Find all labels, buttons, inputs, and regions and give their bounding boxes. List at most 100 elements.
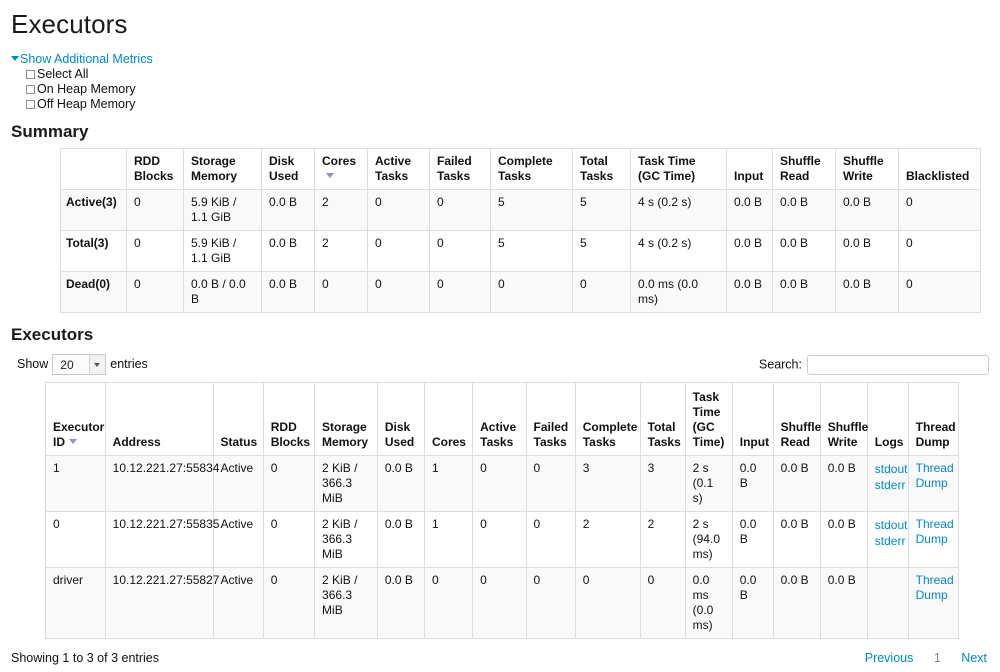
show-label: Show	[17, 356, 49, 371]
summary-table: RDD Blocks Storage Memory Disk Used Core…	[60, 148, 981, 313]
cell-shuffle-write: 0.0 B	[835, 189, 899, 231]
exec-col-total-tasks[interactable]: Total Tasks	[639, 382, 686, 456]
summary-col-blank[interactable]	[60, 148, 127, 190]
stdout-link[interactable]: stdout	[874, 462, 908, 476]
cell-executor-id: driver	[45, 567, 106, 639]
exec-col-shuffle-read[interactable]: Shuffle Read	[772, 382, 821, 456]
search-filter: Search:	[759, 355, 989, 375]
stdout-link[interactable]: stdout	[874, 518, 908, 532]
pagination-next[interactable]: Next	[961, 651, 987, 665]
exec-col-task-time[interactable]: Task Time (GC Time)	[684, 382, 733, 456]
exec-col-input[interactable]: Input	[731, 382, 774, 456]
thread-dump-link[interactable]: Thread Dump	[915, 573, 954, 602]
cell-executor-id: 0	[45, 511, 106, 568]
cell-disk-used: 0.0 B	[376, 511, 425, 568]
exec-col-active-tasks[interactable]: Active Tasks	[472, 382, 527, 456]
cell-shuffle-read: 0.0 B	[772, 189, 836, 231]
cell-status: Active	[212, 567, 264, 639]
cell-task-time: 0.0 ms (0.0 ms)	[684, 567, 733, 639]
cell-input: 0.0 B	[731, 567, 774, 639]
summary-col-storage-memory[interactable]: Storage Memory	[183, 148, 262, 190]
summary-col-blacklisted[interactable]: Blacklisted	[898, 148, 981, 190]
cell-total-tasks: 0	[572, 271, 631, 313]
cell-blacklisted: 0	[898, 230, 981, 272]
summary-col-shuffle-read[interactable]: Shuffle Read	[772, 148, 836, 190]
cell-active-tasks: 0	[367, 271, 430, 313]
stderr-link[interactable]: stderr	[874, 534, 906, 549]
exec-col-address[interactable]: Address	[104, 382, 214, 456]
cell-rdd-blocks: 0	[262, 511, 316, 568]
summary-col-active-tasks[interactable]: Active Tasks	[367, 148, 430, 190]
exec-col-storage-memory[interactable]: Storage Memory	[314, 382, 378, 456]
metric-option-off-heap-memory[interactable]: Off Heap Memory	[26, 97, 1000, 112]
exec-col-thread-dump[interactable]: Thread Dump	[907, 382, 960, 456]
summary-row-total: Total(3) 0 5.9 KiB / 1.1 GiB 0.0 B 2 0 0…	[60, 230, 981, 272]
cell-shuffle-read: 0.0 B	[772, 271, 836, 313]
search-input[interactable]	[807, 355, 989, 375]
cell-blacklisted: 0	[898, 271, 981, 313]
summary-row-active: Active(3) 0 5.9 KiB / 1.1 GiB 0.0 B 2 0 …	[60, 189, 981, 231]
cell-active-tasks: 0	[472, 511, 527, 568]
cell-complete-tasks: 2	[574, 511, 641, 568]
exec-col-failed-tasks[interactable]: Failed Tasks	[525, 382, 576, 456]
summary-col-total-tasks[interactable]: Total Tasks	[572, 148, 631, 190]
exec-col-status[interactable]: Status	[212, 382, 264, 456]
cell-total-tasks: 3	[639, 455, 686, 512]
exec-col-complete-tasks[interactable]: Complete Tasks	[574, 382, 641, 456]
exec-col-executor-id[interactable]: Executor ID	[45, 382, 106, 456]
cell-disk-used: 0.0 B	[261, 230, 315, 272]
metric-option-on-heap-memory[interactable]: On Heap Memory	[26, 82, 1000, 97]
checkbox-icon[interactable]	[26, 100, 35, 109]
summary-col-input[interactable]: Input	[726, 148, 773, 190]
stderr-link[interactable]: stderr	[874, 478, 906, 493]
cell-disk-used: 0.0 B	[261, 271, 315, 313]
summary-col-rdd-blocks[interactable]: RDD Blocks	[126, 148, 184, 190]
table-row: driver 10.12.221.27:55827 Active 0 2 KiB…	[45, 567, 960, 639]
table-row: 0 10.12.221.27:55835 Active 0 2 KiB / 36…	[45, 511, 960, 568]
summary-col-failed-tasks[interactable]: Failed Tasks	[429, 148, 491, 190]
exec-col-cores[interactable]: Cores	[423, 382, 474, 456]
cell-task-time: 2 s (94.0 ms)	[684, 511, 733, 568]
chevron-down-icon[interactable]	[89, 355, 106, 374]
cell-active-tasks: 0	[472, 455, 527, 512]
cell-shuffle-write: 0.0 B	[819, 455, 868, 512]
cell-rdd-blocks: 0	[262, 567, 316, 639]
checkbox-icon[interactable]	[26, 70, 35, 79]
thread-dump-link[interactable]: Thread Dump	[915, 461, 954, 490]
cell-input: 0.0 B	[726, 230, 773, 272]
summary-col-cores[interactable]: Cores	[314, 148, 368, 190]
cell-blacklisted: 0	[898, 189, 981, 231]
executors-table-footer: Showing 1 to 3 of 3 entries Previous 1 N…	[0, 648, 1000, 672]
cell-address: 10.12.221.27:55834	[104, 455, 219, 512]
checkbox-icon[interactable]	[26, 85, 35, 94]
thread-dump-link[interactable]: Thread Dump	[915, 517, 954, 546]
pagination-page-1[interactable]: 1	[933, 651, 941, 665]
cell-shuffle-write: 0.0 B	[835, 230, 899, 272]
additional-metrics-list: Select All On Heap Memory Off Heap Memor…	[0, 67, 1000, 112]
show-additional-metrics-toggle[interactable]: Show Additional Metrics	[11, 52, 153, 66]
caret-down-icon	[11, 56, 19, 62]
summary-row-label: Active(3)	[60, 189, 127, 231]
exec-col-rdd-blocks[interactable]: RDD Blocks	[262, 382, 316, 456]
summary-row-label: Dead(0)	[60, 271, 127, 313]
summary-header-row: RDD Blocks Storage Memory Disk Used Core…	[60, 148, 981, 190]
cell-shuffle-write: 0.0 B	[819, 567, 868, 639]
entries-info: Showing 1 to 3 of 3 entries	[11, 651, 160, 665]
summary-col-complete-tasks[interactable]: Complete Tasks	[490, 148, 573, 190]
summary-col-task-time[interactable]: Task Time (GC Time)	[630, 148, 727, 190]
summary-col-disk-used[interactable]: Disk Used	[261, 148, 315, 190]
cell-address: 10.12.221.27:55827	[104, 567, 219, 639]
cell-shuffle-write: 0.0 B	[835, 271, 899, 313]
metric-option-select-all[interactable]: Select All	[26, 67, 1000, 82]
entries-per-page-select[interactable]: 20	[52, 354, 107, 375]
cell-complete-tasks: 0	[574, 567, 641, 639]
cell-complete-tasks: 0	[490, 271, 573, 313]
cell-shuffle-read: 0.0 B	[772, 455, 821, 512]
table-row: 1 10.12.221.27:55834 Active 0 2 KiB / 36…	[45, 455, 960, 512]
summary-table-wrapper: RDD Blocks Storage Memory Disk Used Core…	[60, 148, 981, 313]
summary-col-shuffle-write[interactable]: Shuffle Write	[835, 148, 899, 190]
exec-col-logs[interactable]: Logs	[866, 382, 909, 456]
exec-col-disk-used[interactable]: Disk Used	[376, 382, 425, 456]
pagination-previous[interactable]: Previous	[864, 651, 914, 665]
exec-col-shuffle-write[interactable]: Shuffle Write	[819, 382, 868, 456]
